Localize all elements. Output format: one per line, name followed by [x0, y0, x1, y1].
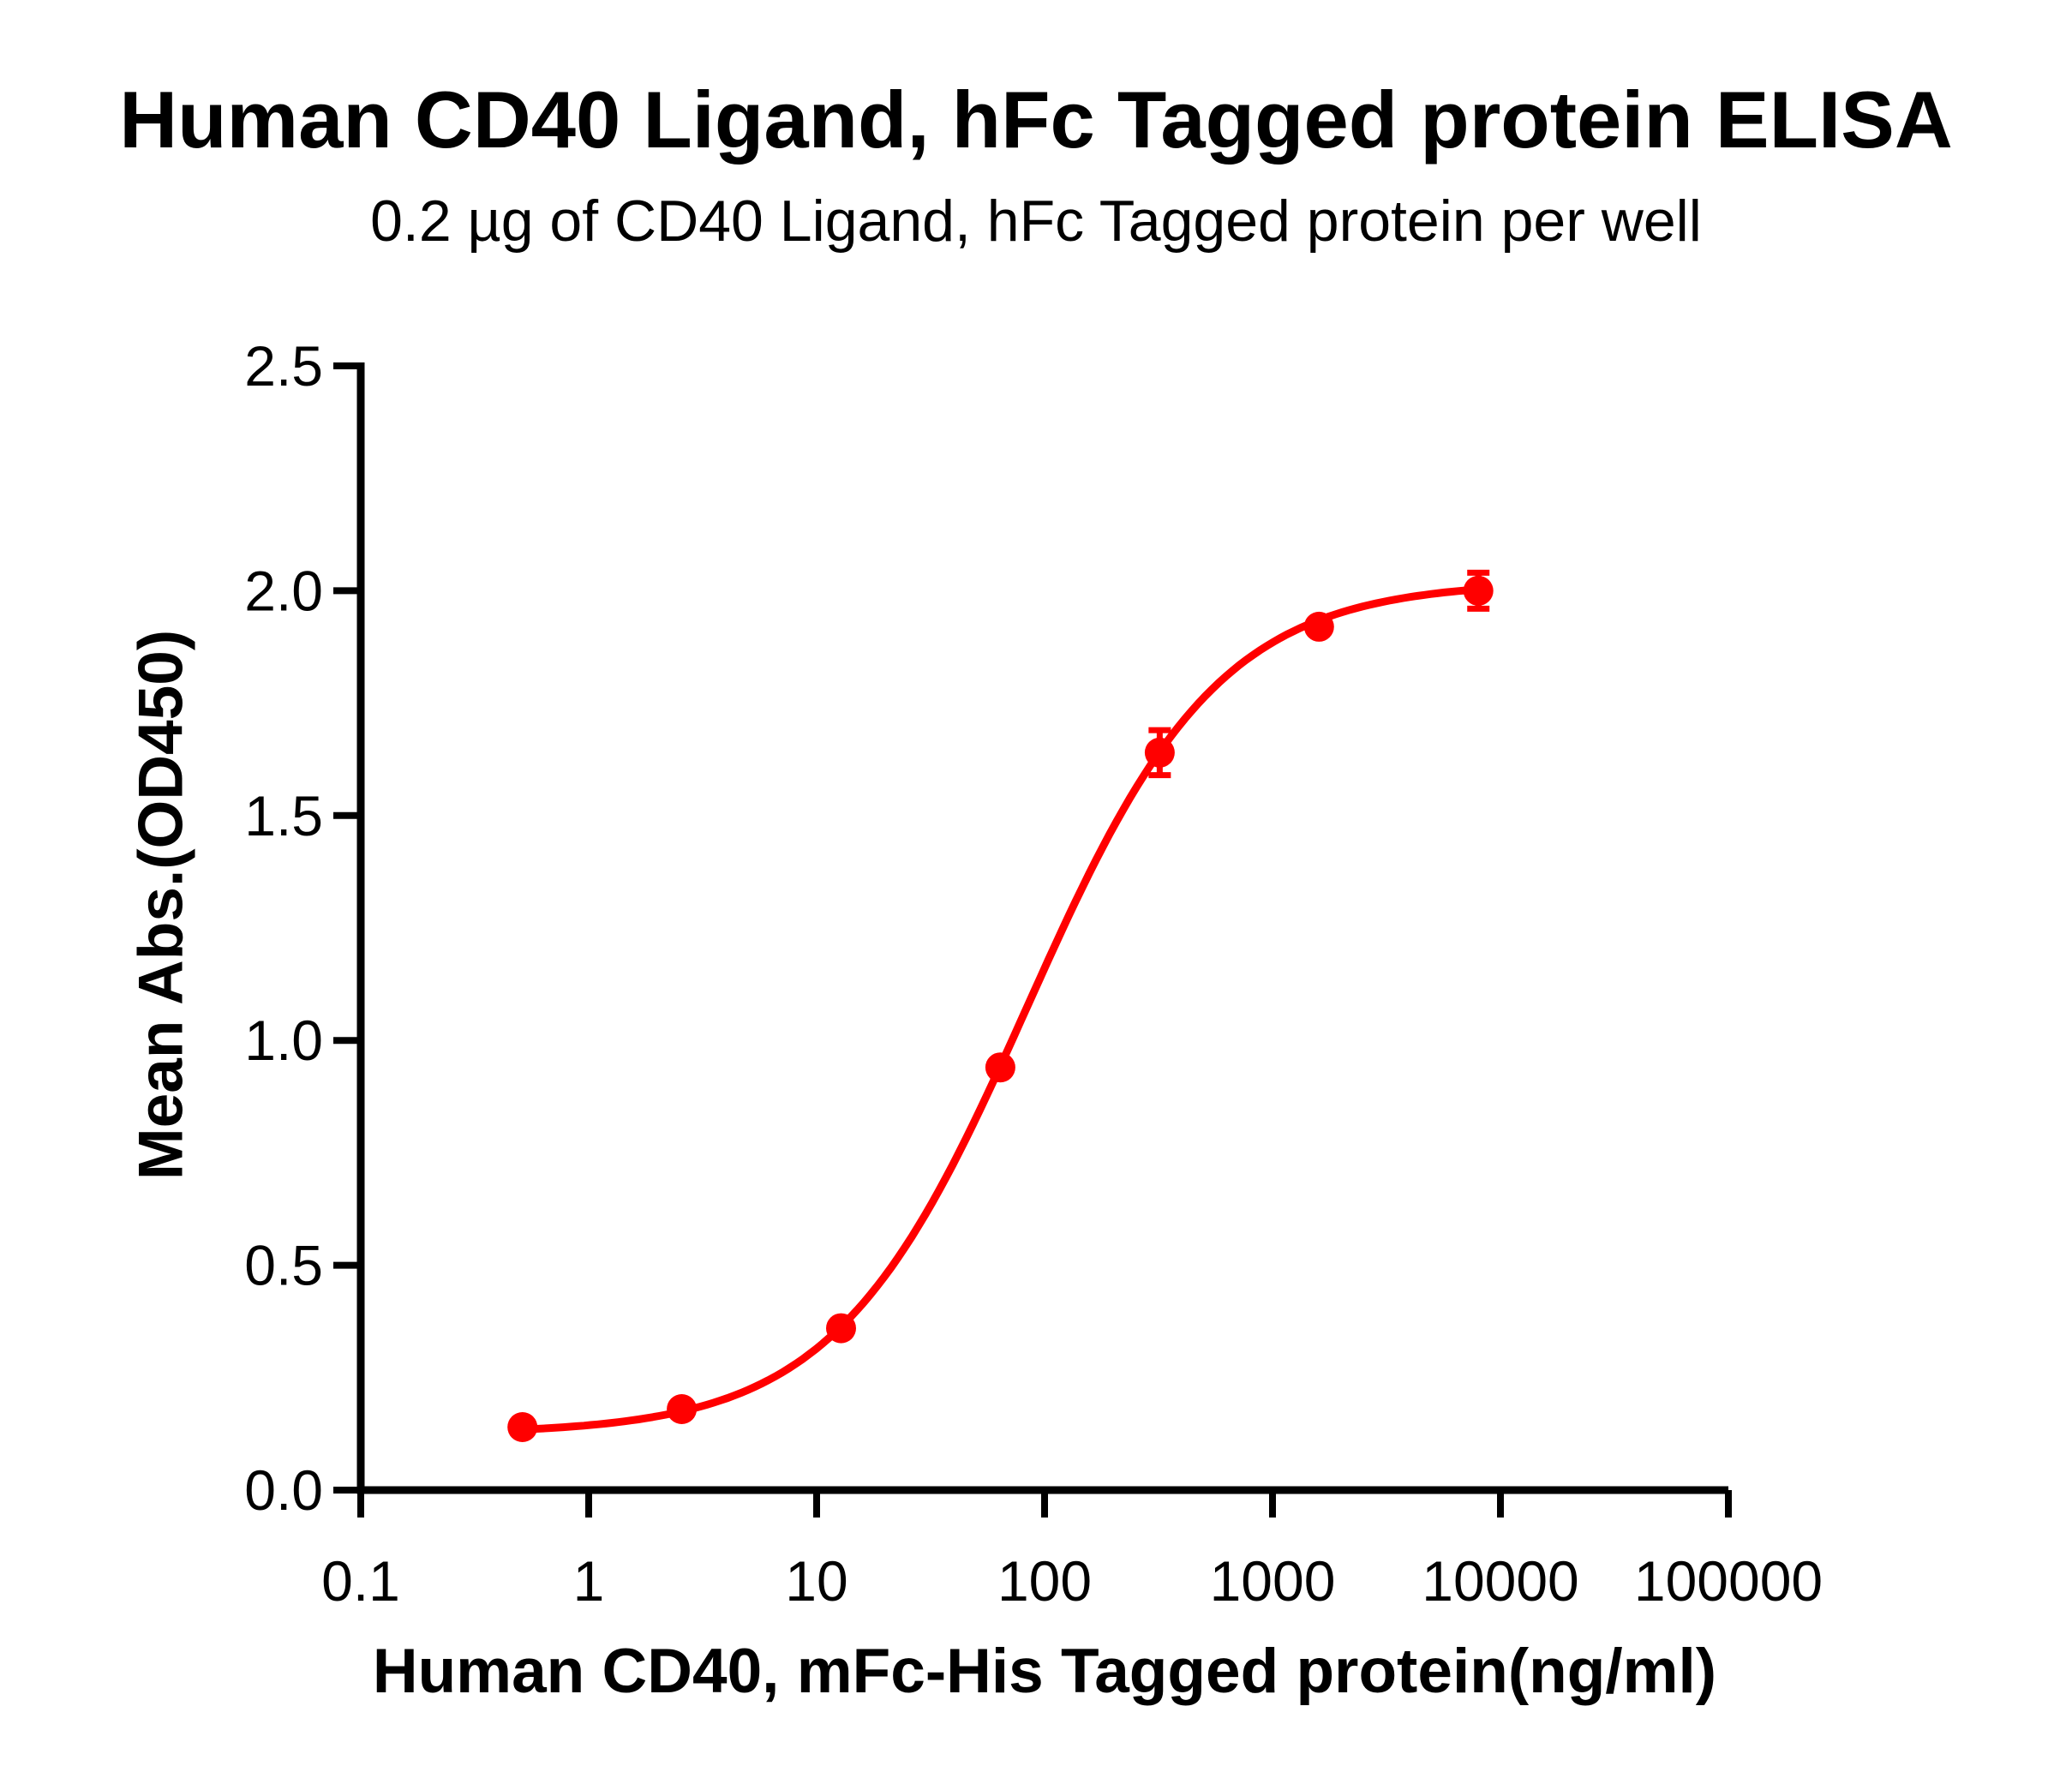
data-points: [507, 575, 1494, 1442]
y-tick-label: 1.0: [244, 1009, 323, 1072]
error-bars: [1148, 569, 1490, 779]
data-point: [507, 1412, 538, 1442]
plot-axes: [356, 362, 1728, 1494]
y-tick-label: 2.0: [244, 559, 323, 622]
x-tick-label: 1000: [1210, 1549, 1336, 1613]
x-axis-title: Human CD40, mFc-His Tagged protein(ng/ml…: [373, 1637, 1716, 1706]
chart-title: Human CD40 Ligand, hFc Tagged protein EL…: [119, 75, 1953, 165]
x-tick-label: 10000: [1422, 1549, 1579, 1613]
y-tick-label: 0.5: [244, 1234, 323, 1297]
axis-spines: [356, 362, 1728, 1494]
data-point: [826, 1313, 856, 1344]
y-axis-title: Mean Abs.(OD450): [127, 630, 196, 1180]
x-tick-label: 0.1: [321, 1549, 400, 1613]
x-tick-label: 10: [785, 1549, 847, 1613]
chart-subtitle: 0.2 µg of CD40 Ligand, hFc Tagged protei…: [370, 189, 1702, 254]
data-point: [1463, 575, 1494, 606]
fit-curve-path: [518, 585, 1482, 1434]
data-point: [1303, 611, 1334, 642]
tick-labels: 0.1 1 10 100 1000 10000 100000 0.0 0.5 1.0 1.5 2.0 2…: [244, 334, 1823, 1613]
x-tick-label: 100000: [1634, 1549, 1823, 1613]
axis-ticks: [333, 362, 1732, 1518]
data-point: [667, 1394, 698, 1424]
y-tick-label: 0.0: [244, 1458, 323, 1522]
data-point: [1144, 737, 1175, 768]
y-tick-label: 1.5: [244, 784, 323, 847]
y-tick-label: 2.5: [244, 334, 323, 398]
fit-curve: [518, 585, 1482, 1434]
x-tick-label: 100: [997, 1549, 1092, 1613]
data-point: [985, 1052, 1015, 1083]
x-tick-label: 1: [573, 1549, 605, 1613]
